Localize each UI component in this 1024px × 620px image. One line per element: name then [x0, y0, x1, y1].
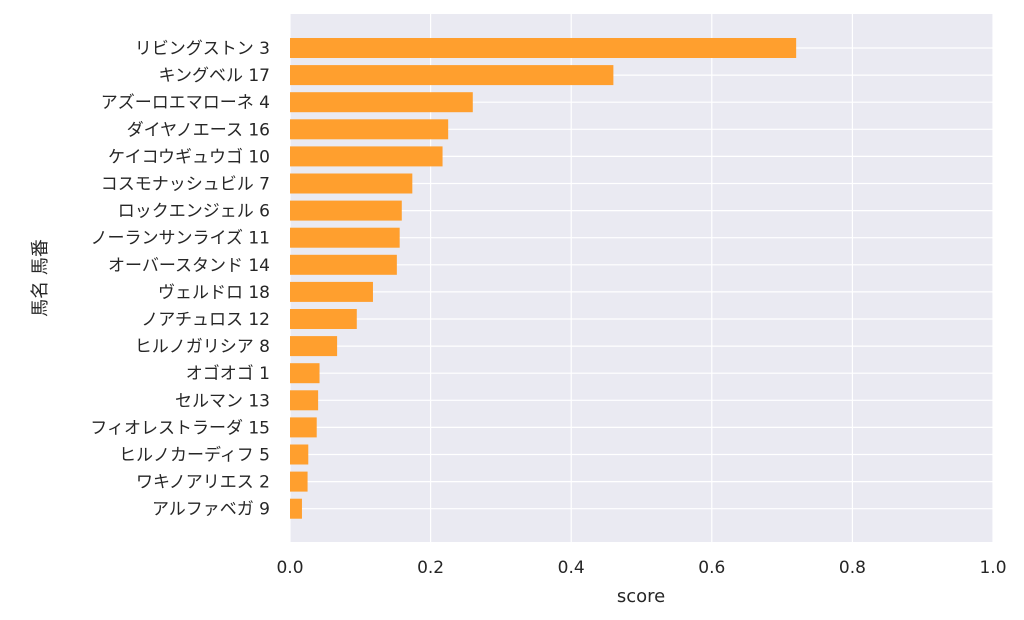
x-tick-label: 0.6 — [698, 558, 725, 578]
bar — [290, 471, 308, 492]
category-label: ヴェルドロ 18 — [158, 283, 270, 303]
bar — [290, 390, 319, 411]
category-label: ダイヤノエース 16 — [127, 120, 270, 140]
bar — [290, 200, 402, 221]
bar — [290, 65, 614, 86]
y-axis-title: 馬名 馬番 — [30, 239, 51, 317]
category-label: ワキノアリエス 2 — [136, 473, 270, 493]
bar — [290, 146, 443, 167]
category-label: オゴオゴ 1 — [186, 363, 270, 384]
category-label: ヒルノカーディフ 5 — [119, 445, 270, 466]
x-tick-labels: 0.0 0.2 0.4 0.6 0.8 1.0 — [276, 558, 1006, 578]
bar — [290, 254, 397, 275]
bar — [290, 417, 317, 438]
bar — [290, 119, 449, 140]
category-label: アルファベガ 9 — [152, 500, 270, 520]
category-label: フィオレストラーダ 15 — [90, 418, 270, 438]
x-tick-label: 0.2 — [417, 558, 444, 578]
bar — [290, 444, 309, 465]
x-tick-label: 0.8 — [839, 558, 866, 578]
bar — [290, 498, 302, 519]
category-label: オーバースタンド 14 — [108, 256, 270, 276]
category-label: キングベル 17 — [158, 66, 270, 86]
bar — [290, 173, 413, 194]
x-tick-label: 0.4 — [558, 558, 585, 578]
bar — [290, 227, 400, 248]
category-labels: リビングストン 3 キングベル 17 アズーロエマローネ 4 ダイヤノエース 16 ケイ… — [90, 39, 270, 520]
bar — [290, 281, 373, 302]
category-label: ノーランサンライズ 11 — [90, 229, 270, 249]
category-label: セルマン 13 — [175, 391, 270, 411]
x-tick-label: 1.0 — [979, 558, 1006, 578]
category-label: コスモナッシュビル 7 — [101, 175, 270, 195]
bar — [290, 336, 338, 357]
x-tick-label: 0.0 — [276, 558, 303, 578]
x-axis-title: score — [617, 586, 665, 607]
bar — [290, 363, 320, 384]
category-label: ヒルノガリシア 8 — [135, 337, 270, 357]
category-label: ケイコウギュウゴ 10 — [108, 146, 270, 167]
bar — [290, 38, 797, 58]
bar — [290, 309, 357, 329]
category-label: リビングストン 3 — [135, 39, 270, 59]
category-label: ノアチュロス 12 — [141, 310, 270, 330]
bar — [290, 92, 473, 113]
category-label: ロックエンジェル 6 — [118, 202, 270, 222]
category-label: アズーロエマローネ 4 — [101, 93, 270, 113]
bars — [290, 38, 797, 519]
